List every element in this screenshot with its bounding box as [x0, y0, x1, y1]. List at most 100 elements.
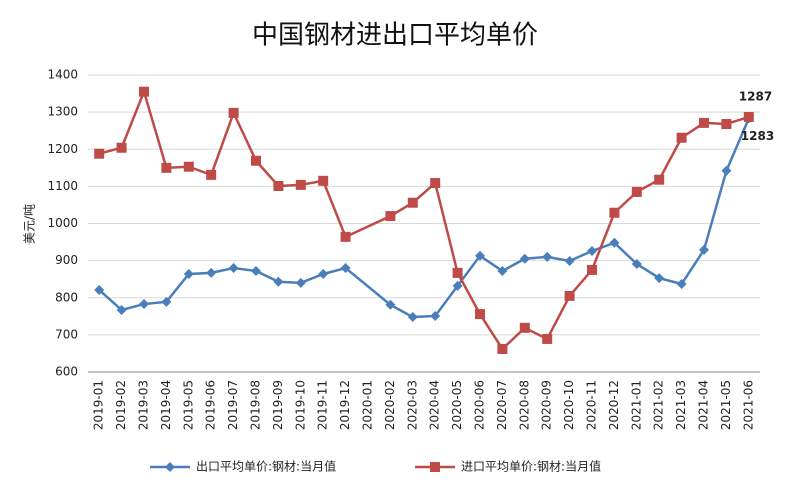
- x-tick-label: 2019-01: [92, 380, 106, 430]
- marker: [743, 111, 754, 122]
- x-tick-label: 2020-03: [405, 380, 419, 430]
- series-line: [389, 115, 750, 351]
- x-tick-label: 2020-07: [495, 380, 509, 430]
- marker: [340, 231, 351, 242]
- marker: [161, 162, 172, 173]
- legend-label: 进口平均单价:钢材:当月值: [461, 459, 601, 474]
- marker: [721, 119, 732, 130]
- marker: [407, 312, 418, 323]
- x-tick-label: 2021-02: [652, 380, 666, 430]
- marker: [407, 197, 418, 208]
- marker: [631, 258, 642, 269]
- marker: [94, 284, 105, 295]
- x-tick-label: 2021-01: [629, 380, 643, 430]
- marker: [654, 174, 665, 185]
- x-tick-label: 2021-04: [697, 380, 711, 430]
- marker: [116, 142, 127, 153]
- marker: [587, 245, 597, 256]
- marker: [452, 280, 463, 291]
- x-tick-label: 2019-04: [159, 380, 173, 430]
- marker: [340, 263, 351, 274]
- marker: [676, 279, 687, 290]
- marker: [139, 86, 149, 97]
- x-tick-label: 2020-02: [383, 380, 397, 430]
- marker: [318, 268, 329, 279]
- marker: [228, 263, 239, 274]
- marker: [161, 296, 172, 307]
- x-tick-label: 2019-09: [271, 380, 285, 430]
- y-tick-label: 700: [55, 327, 78, 341]
- y-tick-label: 1200: [47, 142, 78, 156]
- y-tick-label: 1000: [47, 216, 78, 230]
- marker: [273, 276, 284, 287]
- marker: [228, 107, 239, 118]
- y-tick-label: 1400: [47, 68, 78, 82]
- marker: [251, 155, 261, 166]
- marker: [542, 333, 553, 344]
- x-tick-label: 2020-11: [585, 380, 599, 430]
- marker: [385, 299, 396, 310]
- x-tick-label: 2020-05: [450, 380, 464, 430]
- marker: [564, 290, 575, 301]
- marker: [609, 207, 620, 218]
- marker: [251, 266, 261, 277]
- x-tick-label: 2020-06: [473, 380, 487, 430]
- marker: [430, 178, 441, 189]
- x-tick-label: 2020-12: [607, 380, 621, 430]
- marker: [676, 132, 687, 143]
- marker: [475, 250, 485, 261]
- chart-title: 中国钢材进出口平均单价: [252, 21, 538, 51]
- marker: [721, 165, 732, 176]
- x-tick-label: 2019-10: [293, 380, 307, 430]
- marker: [609, 237, 620, 248]
- marker: [564, 255, 575, 266]
- marker: [385, 211, 396, 222]
- marker: [94, 148, 105, 159]
- marker: [452, 267, 463, 278]
- x-tick-label: 2019-02: [114, 380, 128, 430]
- gap-connector: [345, 214, 391, 238]
- marker: [430, 310, 441, 321]
- data-label: 1287: [739, 89, 772, 103]
- marker: [587, 264, 597, 275]
- y-axis-label: 美元/吨: [23, 204, 37, 244]
- marker: [519, 322, 530, 333]
- x-tick-label: 2021-06: [741, 380, 755, 430]
- x-tick-label: 2020-01: [361, 380, 375, 430]
- marker: [116, 305, 127, 316]
- x-tick-label: 2020-09: [540, 380, 554, 430]
- marker: [497, 343, 508, 354]
- y-tick-label: 1100: [47, 179, 78, 193]
- x-tick-label: 2019-03: [137, 380, 151, 430]
- marker: [519, 253, 530, 264]
- series-line: [98, 87, 347, 238]
- x-tick-label: 2020-10: [562, 380, 576, 430]
- marker: [699, 117, 709, 128]
- marker: [475, 309, 485, 320]
- marker: [183, 268, 194, 279]
- x-tick-label: 2019-05: [181, 380, 195, 430]
- x-tick-label: 2019-07: [226, 380, 240, 430]
- x-tick-label: 2019-11: [316, 380, 330, 430]
- marker: [183, 161, 194, 172]
- y-tick-label: 900: [55, 253, 78, 267]
- marker: [206, 169, 217, 180]
- marker: [295, 179, 306, 190]
- x-tick-label: 2019-12: [338, 380, 352, 430]
- marker: [295, 277, 306, 288]
- marker: [654, 273, 665, 284]
- y-tick-label: 800: [55, 290, 78, 304]
- series-line: [98, 266, 346, 312]
- marker: [699, 244, 709, 255]
- marker: [497, 266, 508, 277]
- x-tick-label: 2019-06: [204, 380, 218, 430]
- marker: [273, 181, 284, 192]
- legend-marker: [430, 462, 440, 472]
- gap-connector: [344, 267, 392, 306]
- x-tick-label: 2020-08: [517, 380, 531, 430]
- marker: [631, 186, 642, 197]
- x-tick-label: 2021-05: [719, 380, 733, 430]
- x-tick-label: 2019-08: [249, 380, 263, 430]
- x-tick-label: 2020-04: [428, 380, 442, 430]
- marker: [206, 267, 217, 278]
